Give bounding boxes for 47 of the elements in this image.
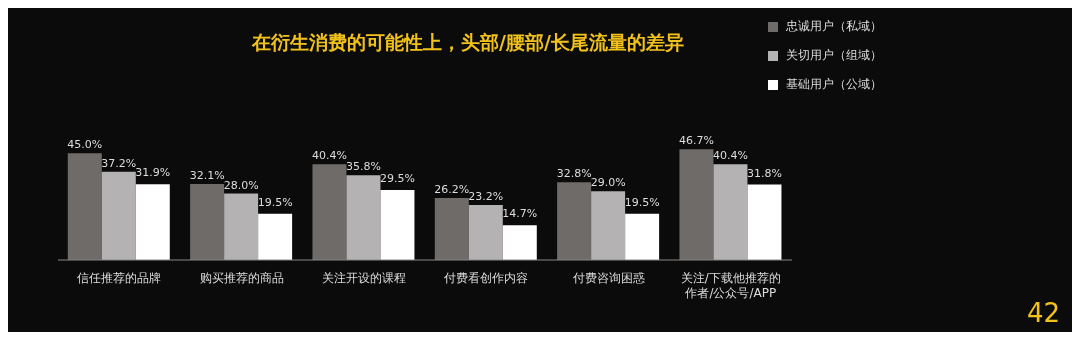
bar	[190, 183, 225, 260]
data-label: 35.8%	[345, 160, 381, 174]
bar	[346, 175, 381, 260]
x-tick-label: 关注/下载他推荐的作者/公众号/APP	[680, 271, 781, 300]
legend-label: 基础用户（公域）	[786, 76, 882, 93]
data-label: 45.0%	[67, 138, 103, 152]
x-tick-label: 购买推荐的商品	[199, 271, 284, 285]
data-label: 26.2%	[434, 182, 470, 196]
bar	[625, 213, 660, 260]
bar	[312, 164, 347, 260]
bar	[679, 149, 714, 260]
data-label: 31.9%	[135, 166, 171, 180]
data-label: 31.8%	[746, 166, 782, 180]
x-tick-label: 付费看创作内容	[443, 271, 529, 285]
text: 42	[1026, 298, 1060, 328]
bar	[591, 191, 626, 260]
data-label: 40.4%	[311, 149, 347, 163]
data-label: 19.5%	[257, 195, 293, 209]
x-tick-label: 信任推荐的品牌	[77, 271, 162, 285]
bar	[713, 164, 748, 260]
legend-label: 关切用户（组域）	[786, 47, 882, 64]
data-label: 32.1%	[189, 168, 225, 182]
x-tick-label: 关注开设的课程	[321, 271, 406, 285]
data-label: 14.7%	[502, 207, 538, 221]
bar	[502, 225, 537, 260]
data-label: 37.2%	[101, 156, 137, 170]
data-label: 28.0%	[223, 178, 259, 192]
bar	[380, 190, 415, 260]
data-label: 19.5%	[624, 195, 660, 209]
bar	[557, 182, 592, 260]
bar	[747, 184, 782, 260]
data-label: 29.0%	[590, 176, 626, 190]
bar	[468, 205, 503, 260]
bar	[258, 213, 293, 260]
chart-title: 在衍生消费的可能性上，头部/腰部/长尾流量的差异	[250, 30, 685, 55]
legend-label: 忠诚用户（私域）	[786, 18, 882, 35]
bar	[224, 193, 259, 260]
bar	[67, 153, 102, 260]
bar	[135, 184, 170, 260]
x-tick-label: 付费咨询困惑	[571, 271, 645, 285]
data-label: 46.7%	[678, 134, 714, 148]
data-label: 40.4%	[712, 149, 748, 163]
bar	[101, 171, 136, 260]
data-label: 29.5%	[379, 172, 415, 186]
bar	[434, 197, 469, 260]
data-label: 32.8%	[556, 167, 592, 181]
data-label: 23.2%	[468, 190, 504, 203]
